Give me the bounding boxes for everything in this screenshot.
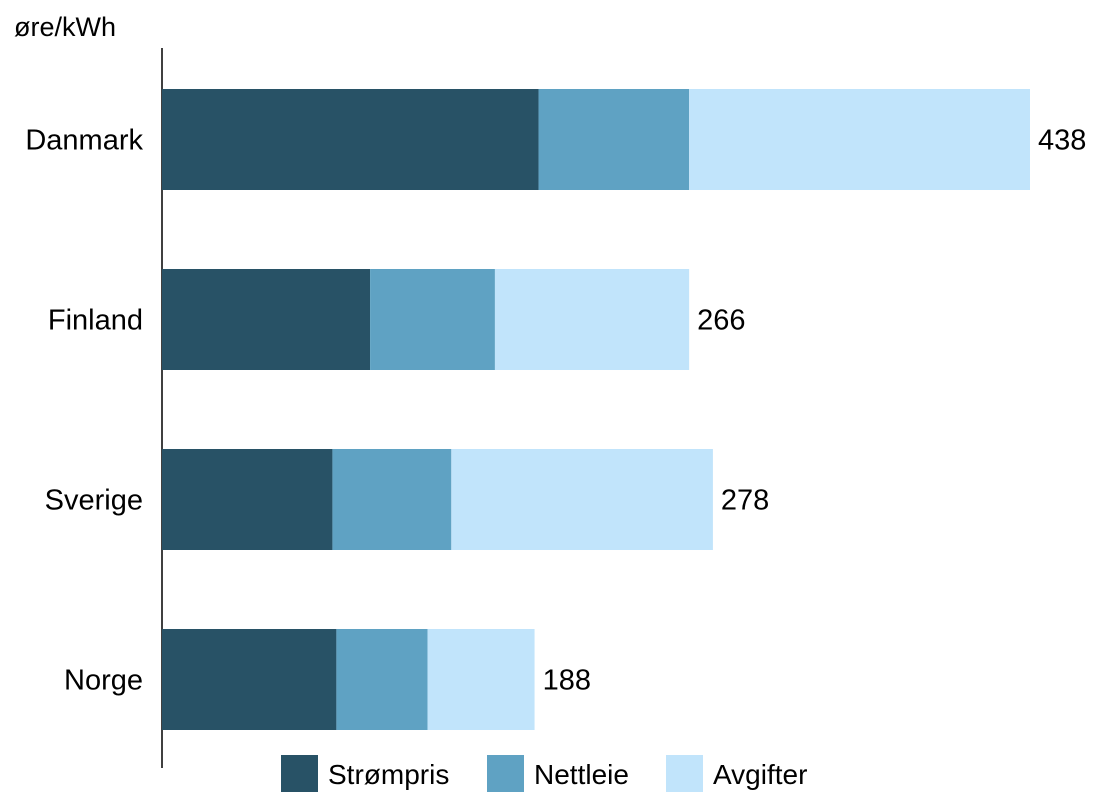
total-label-finland: 266	[697, 305, 745, 337]
legend-swatch-nettleie	[487, 755, 524, 792]
total-label-norge: 188	[543, 665, 591, 697]
legend-label-nettleie: Nettleie	[534, 759, 629, 790]
category-label-danmark: Danmark	[25, 125, 143, 157]
category-labels-group: Danmark Finland Sverige Norge	[25, 125, 143, 697]
bar-segment-norge-strompris	[162, 629, 337, 730]
bar-segment-finland-avgifter	[494, 269, 690, 370]
bar-segment-danmark-strompris	[162, 89, 539, 190]
legend: Strømpris Nettleie Avgifter	[281, 755, 807, 792]
total-label-danmark: 438	[1038, 125, 1086, 157]
bar-segment-sverige-avgifter	[451, 449, 713, 550]
legend-swatch-avgifter	[666, 755, 703, 792]
category-label-norge: Norge	[64, 665, 143, 697]
bar-segment-danmark-nettleie	[538, 89, 690, 190]
bar-segment-danmark-avgifter	[689, 89, 1030, 190]
bars-group	[162, 89, 1030, 730]
legend-swatch-strompris	[281, 755, 318, 792]
total-label-sverige: 278	[721, 485, 769, 517]
total-labels-group: 438 266 278 188	[543, 125, 1087, 697]
bar-segment-sverige-strompris	[162, 449, 333, 550]
bar-segment-finland-nettleie	[370, 269, 495, 370]
legend-label-avgifter: Avgifter	[713, 759, 807, 790]
bar-segment-norge-nettleie	[336, 629, 428, 730]
legend-label-strompris: Strømpris	[328, 759, 449, 790]
bar-segment-sverige-nettleie	[332, 449, 452, 550]
bar-segment-norge-avgifter	[427, 629, 535, 730]
category-label-finland: Finland	[48, 305, 143, 337]
unit-label: øre/kWh	[14, 12, 116, 42]
category-label-sverige: Sverige	[45, 485, 143, 517]
bar-segment-finland-strompris	[162, 269, 371, 370]
